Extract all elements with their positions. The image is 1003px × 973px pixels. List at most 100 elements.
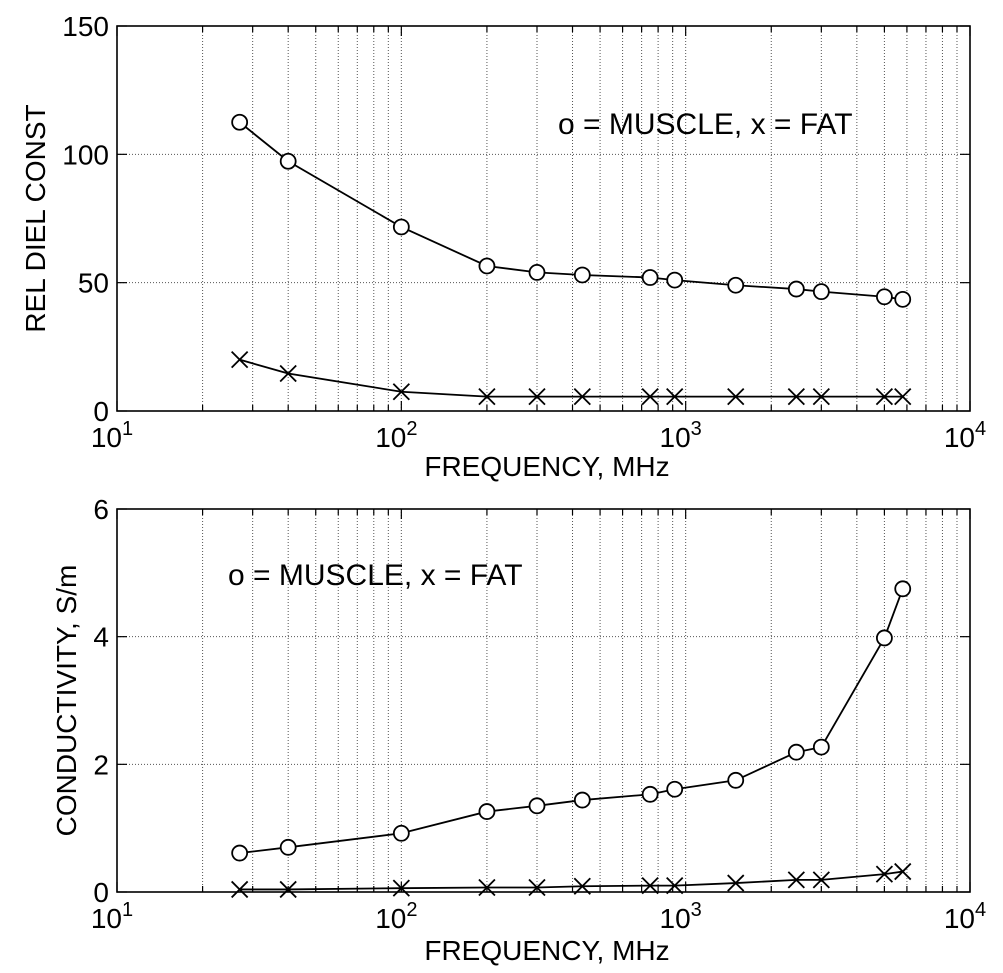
x-tick-exponent: 4 <box>975 418 986 440</box>
data-point-x <box>573 387 591 406</box>
x-marker-stroke <box>528 878 546 897</box>
x-marker-stroke <box>573 877 591 895</box>
grid-lines <box>117 26 970 411</box>
x-tick-label: 103 <box>660 899 702 934</box>
data-point-circle <box>812 283 830 301</box>
x-marker-stroke <box>478 878 496 897</box>
x-tick-exponent: 1 <box>122 899 133 921</box>
x-marker-stroke <box>573 387 591 406</box>
x-marker-stroke <box>666 387 684 406</box>
x-marker-stroke <box>279 880 297 899</box>
data-point-x <box>812 387 830 406</box>
x-marker-stroke <box>787 387 805 406</box>
x-tick-exponent: 3 <box>691 899 702 921</box>
data-point-circle <box>231 844 249 862</box>
x-axis-label: FREQUENCY, MHz <box>424 451 669 482</box>
x-tick-exponent: 1 <box>122 418 133 440</box>
data-point-x <box>392 383 410 401</box>
x-marker-stroke <box>641 876 659 895</box>
y-tick-label: 0 <box>93 877 109 908</box>
data-point-x <box>727 874 745 892</box>
data-point-circle <box>727 276 745 294</box>
data-point-circle <box>528 797 546 815</box>
x-marker-stroke <box>641 387 659 406</box>
x-marker-stroke <box>727 387 745 406</box>
data-point-circle <box>894 290 912 308</box>
y-axis-label: CONDUCTIVITY, S/m <box>51 565 82 837</box>
x-tick-base: 10 <box>944 903 975 934</box>
data-point-circle <box>787 280 805 298</box>
x-marker-stroke <box>787 871 805 889</box>
x-tick-exponent: 4 <box>975 899 986 921</box>
x-tick-label: 101 <box>91 899 133 934</box>
x-tick-exponent: 2 <box>406 899 417 921</box>
x-tick-label: 101 <box>91 418 133 453</box>
legend-annotation: o = MUSCLE, x = FAT <box>558 108 853 141</box>
data-point-x <box>787 387 805 406</box>
y-tick-label: 6 <box>93 494 109 525</box>
x-tick-base: 10 <box>375 422 406 453</box>
x-marker-stroke <box>894 862 912 881</box>
data-point-circle <box>279 838 297 856</box>
data-point-circle <box>876 629 893 647</box>
data-point-circle <box>641 785 659 803</box>
grid-lines <box>117 509 970 892</box>
data-point-circle <box>727 771 745 789</box>
x-tick-base: 10 <box>91 903 122 934</box>
x-tick-label: 104 <box>944 418 986 453</box>
y-tick-label: 100 <box>62 139 109 170</box>
x-marker-stroke <box>812 871 830 889</box>
data-point-x <box>894 387 912 406</box>
series-fat <box>231 862 912 899</box>
x-marker-stroke <box>894 387 912 406</box>
x-marker-stroke <box>812 387 830 406</box>
x-tick-base: 10 <box>660 422 691 453</box>
y-tick-label: 50 <box>78 268 109 299</box>
data-point-x <box>231 351 249 369</box>
data-point-x <box>573 877 591 895</box>
data-point-x <box>894 862 912 881</box>
y-tick-label: 4 <box>93 622 109 653</box>
x-marker-stroke <box>392 879 410 897</box>
data-point-x <box>478 387 496 406</box>
data-point-x <box>528 878 546 897</box>
x-tick-exponent: 2 <box>406 418 417 440</box>
data-point-x <box>787 871 805 889</box>
data-point-circle <box>666 271 684 289</box>
x-marker-stroke <box>392 383 410 401</box>
x-marker-stroke <box>231 351 249 369</box>
data-point-circle <box>528 263 546 281</box>
x-tick-exponent: 3 <box>691 418 702 440</box>
y-axis-label: REL DIEL CONST <box>20 104 51 332</box>
x-tick-label: 104 <box>944 899 986 934</box>
data-point-x <box>875 387 894 406</box>
x-marker-stroke <box>666 876 684 895</box>
x-tick-label: 103 <box>660 418 702 453</box>
x-marker-stroke <box>528 387 546 406</box>
series-muscle <box>231 580 912 862</box>
data-point-circle <box>392 824 410 842</box>
data-point-x <box>875 865 894 883</box>
x-marker-stroke <box>279 364 297 383</box>
data-point-circle <box>666 780 684 798</box>
x-tick-base: 10 <box>375 903 406 934</box>
data-point-x <box>392 879 410 897</box>
data-point-x <box>641 387 659 406</box>
data-point-x <box>727 387 745 406</box>
data-point-circle <box>392 218 410 236</box>
x-tick-base: 10 <box>944 422 975 453</box>
y-tick-label: 2 <box>93 749 109 780</box>
data-point-circle <box>478 803 496 820</box>
data-point-circle <box>641 269 659 286</box>
plot-frame <box>116 25 971 412</box>
series-muscle <box>231 113 912 308</box>
x-tick-label: 102 <box>375 418 417 453</box>
data-point-circle <box>894 580 912 598</box>
data-point-x <box>231 880 249 899</box>
x-axis-label: FREQUENCY, MHz <box>424 935 669 966</box>
data-point-circle <box>573 266 591 284</box>
x-tick-label: 102 <box>375 899 417 934</box>
data-point-circle <box>478 257 496 275</box>
